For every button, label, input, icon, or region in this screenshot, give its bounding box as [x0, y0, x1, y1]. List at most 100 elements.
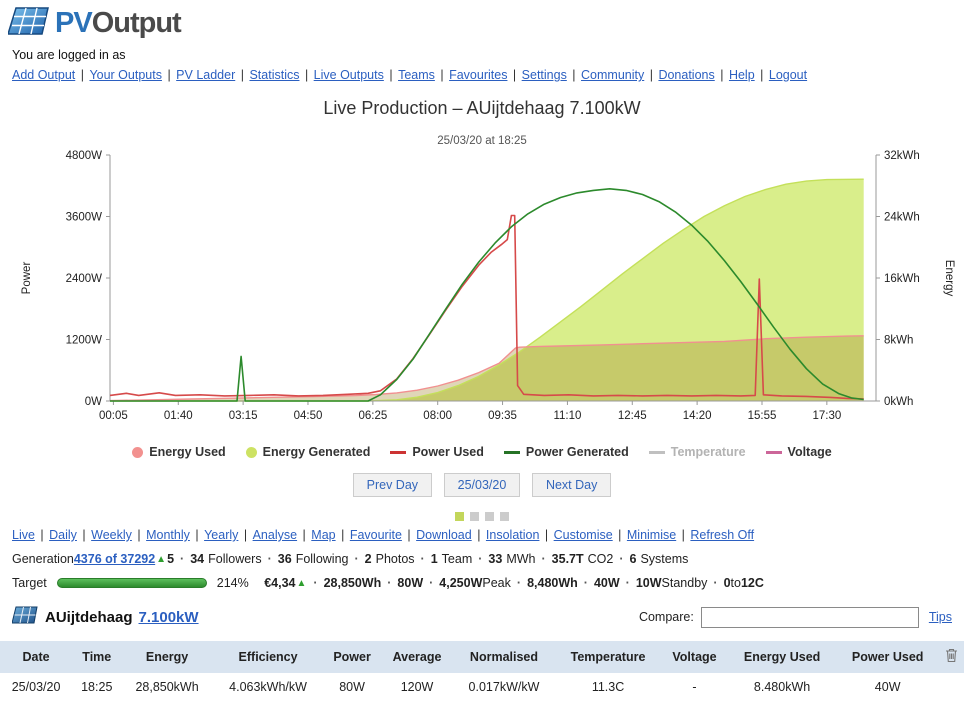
cell-power: 80W: [323, 673, 381, 701]
target-suffix: to: [730, 576, 741, 590]
view-link-refresh-off[interactable]: Refresh Off: [690, 528, 755, 542]
col-header-temperature: Temperature: [554, 641, 662, 673]
nav-separator: |: [36, 528, 48, 542]
time-tick-label: 14:20: [683, 410, 712, 422]
stat-label-following: Following: [295, 552, 349, 566]
nav-separator: |: [237, 68, 248, 82]
nav-separator: |: [385, 68, 397, 82]
view-link-monthly[interactable]: Monthly: [146, 528, 190, 542]
stat-separator: ·: [541, 552, 546, 566]
nav-link-statistics[interactable]: Statistics: [249, 68, 300, 82]
target-money: €4,34: [264, 576, 296, 590]
next-day-button[interactable]: Next Day: [531, 473, 612, 497]
energy-axis-title: Energy: [943, 260, 955, 297]
target-value: 10W: [635, 576, 662, 590]
cell-temperature: 11.3C: [554, 673, 662, 701]
nav-link-live-outputs[interactable]: Live Outputs: [313, 68, 384, 82]
legend-marker-energy-used: [132, 446, 144, 458]
view-link-daily[interactable]: Daily: [49, 528, 77, 542]
prev-day-button[interactable]: Prev Day: [352, 473, 433, 497]
target-label: Target: [12, 576, 47, 590]
view-link-insolation[interactable]: Insolation: [485, 528, 540, 542]
legend-item-voltage[interactable]: Voltage: [765, 445, 832, 459]
compare-label: Compare:: [638, 610, 694, 624]
view-link-favourite[interactable]: Favourite: [349, 528, 402, 542]
chart-legend: Energy Used Energy Generated Power Used Pow…: [0, 445, 964, 459]
stat-separator: ·: [478, 552, 483, 566]
legend-marker-power-used: [390, 450, 407, 454]
nav-link-pv-ladder[interactable]: PV Ladder: [176, 68, 236, 82]
view-link-analyse[interactable]: Analyse: [252, 528, 298, 542]
view-link-yearly[interactable]: Yearly: [204, 528, 239, 542]
stat-value-co2: 35.7T: [551, 552, 584, 566]
nav-link-logout[interactable]: Logout: [768, 68, 808, 82]
legend-item-temperature[interactable]: Temperature: [648, 445, 746, 459]
nav-separator: |: [509, 68, 520, 82]
top-bar: PVOutput: [0, 0, 964, 41]
nav-link-settings[interactable]: Settings: [521, 68, 567, 82]
time-tick-label: 00:05: [99, 410, 128, 422]
generation-rank-link[interactable]: 4376 of 37292: [73, 552, 156, 566]
time-tick-label: 06:25: [358, 410, 387, 422]
nav-separator: |: [716, 68, 727, 82]
nav-link-teams[interactable]: Teams: [398, 68, 435, 82]
target-value: 80W: [397, 576, 424, 590]
nav-link-donations[interactable]: Donations: [658, 68, 715, 82]
solar-panel-logo-icon: [6, 6, 50, 41]
target-separator: ·: [429, 576, 434, 590]
nav-link-help[interactable]: Help: [728, 68, 755, 82]
system-power-link[interactable]: 7.100kW: [138, 608, 199, 626]
view-link-download[interactable]: Download: [416, 528, 472, 542]
trash-icon[interactable]: [945, 648, 958, 663]
page-dot-3[interactable]: [485, 512, 494, 521]
nav-link-community[interactable]: Community: [581, 68, 645, 82]
cell-efficiency: 4.063kWh/kW: [212, 673, 324, 701]
nav-separator: |: [436, 68, 448, 82]
time-tick-label: 01:40: [164, 410, 193, 422]
pvoutput-logo[interactable]: PVOutput: [6, 6, 182, 41]
stat-value-team: 1: [430, 552, 438, 566]
page-dot-1[interactable]: [455, 512, 464, 521]
target-space: [255, 576, 258, 590]
legend-marker-energy-generated: [245, 446, 257, 458]
view-link-map[interactable]: Map: [311, 528, 336, 542]
nav-separator: |: [77, 68, 88, 82]
page-dot-4[interactable]: [500, 512, 509, 521]
main-nav: Add Output | Your Outputs | PV Ladder | …: [0, 64, 964, 86]
target-value: 12C: [740, 576, 764, 590]
nav-link-add-output[interactable]: Add Output: [12, 68, 76, 82]
legend-item-energy-used[interactable]: Energy Used: [132, 445, 226, 459]
legend-item-energy-generated[interactable]: Energy Generated: [245, 445, 371, 459]
time-tick-label: 15:55: [748, 410, 777, 422]
page-dot-2[interactable]: [470, 512, 479, 521]
view-link-live[interactable]: Live: [12, 528, 35, 542]
legend-label: Energy Generated: [262, 445, 371, 459]
view-link-minimise[interactable]: Minimise: [626, 528, 677, 542]
nav-link-favourites[interactable]: Favourites: [449, 68, 508, 82]
view-link-weekly[interactable]: Weekly: [91, 528, 132, 542]
time-tick-label: 03:15: [229, 410, 258, 422]
energy-tick-label: 8kWh: [884, 335, 913, 347]
nav-separator: |: [78, 528, 90, 542]
legend-item-power-used[interactable]: Power Used: [390, 445, 484, 459]
nav-separator: |: [301, 68, 312, 82]
stat-value-systems: 6: [629, 552, 637, 566]
rank-delta: 5: [167, 552, 175, 566]
nav-link-your-outputs[interactable]: Your Outputs: [89, 68, 162, 82]
target-percent: 214%: [216, 576, 249, 590]
col-header-date: Date: [0, 641, 73, 673]
current-date-button[interactable]: 25/03/20: [443, 473, 521, 497]
nav-separator: |: [541, 528, 552, 542]
col-header-delete: [938, 641, 964, 673]
series-line-power-generated: [110, 188, 864, 402]
money-up-arrow-icon: ▲: [296, 577, 307, 589]
energy-tick-label: 32kWh: [884, 150, 920, 162]
stat-separator: ·: [420, 552, 425, 566]
col-header-normalised: Normalised: [453, 641, 555, 673]
target-line: Target 214% €4,34 ▲ · 28,850Wh · 80W · 4,250W Pe…: [0, 566, 964, 590]
compare-input[interactable]: [700, 606, 919, 628]
legend-item-power-generated[interactable]: Power Generated: [503, 445, 629, 459]
tips-link[interactable]: Tips: [928, 610, 952, 624]
view-link-customise[interactable]: Customise: [553, 528, 613, 542]
target-value: 0: [723, 576, 731, 590]
